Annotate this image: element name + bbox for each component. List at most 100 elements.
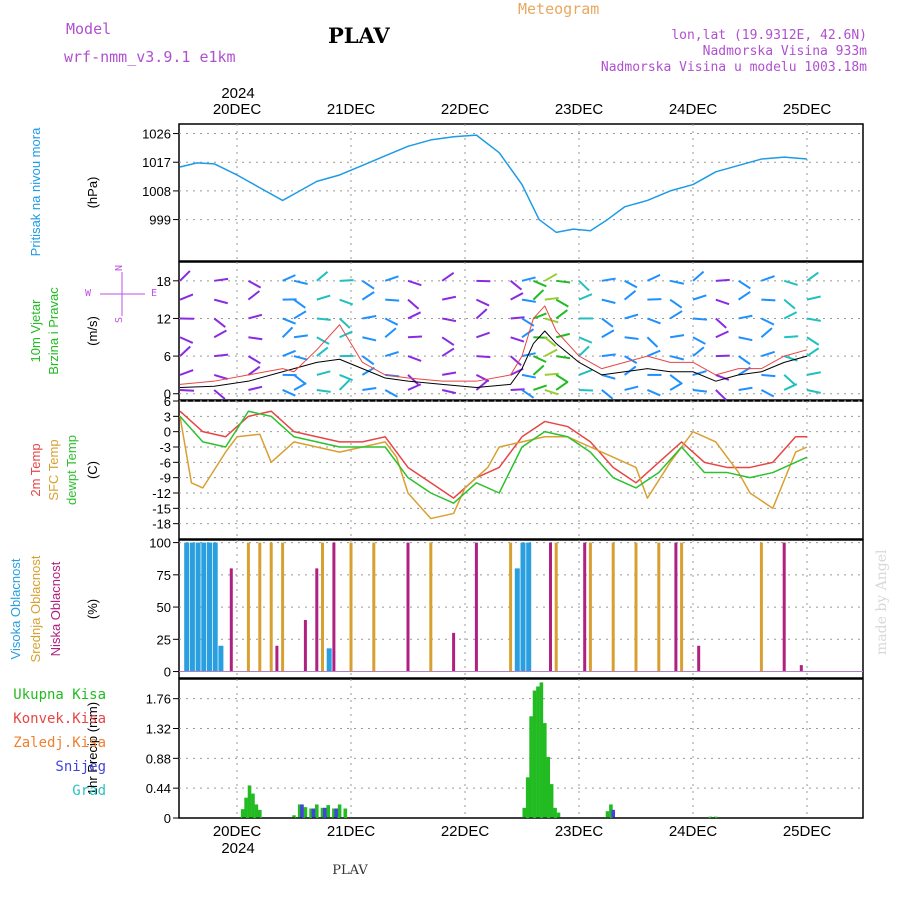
wind-speed-line	[179, 330, 808, 388]
wind-arrow	[738, 386, 753, 391]
wind-arrow	[248, 336, 263, 341]
dewpt-label: dewpt Temp	[64, 435, 79, 505]
precip-bar	[303, 807, 308, 818]
wind-arrow	[338, 379, 351, 391]
wind-arrow	[248, 385, 263, 391]
wind-arrow	[475, 298, 490, 307]
wind-arrow	[624, 355, 638, 364]
precip-bar	[543, 723, 547, 818]
cloud-bar-2	[549, 542, 552, 672]
wind-arrow	[555, 332, 571, 339]
wind-arrow	[475, 308, 488, 320]
wind-arrow	[361, 355, 375, 366]
wind-arrow	[761, 373, 776, 378]
wind-arrow	[715, 298, 730, 306]
wind-arrow	[544, 389, 559, 396]
wind-arrow	[806, 347, 820, 357]
precip-bar	[605, 811, 610, 818]
wind-arrow	[624, 385, 639, 391]
wind-arrow	[544, 296, 559, 301]
cloud-bar-0	[218, 645, 224, 672]
precip-bar	[251, 793, 255, 818]
cloud-bar-0	[520, 542, 526, 672]
top-year-label: 2024	[221, 85, 254, 102]
wind-arrow	[521, 373, 536, 379]
wind-arrow	[361, 279, 375, 290]
precip-bar	[553, 807, 557, 818]
wind-arrow	[384, 327, 397, 339]
compass-s: S	[114, 317, 125, 323]
cloud-bar-1	[269, 542, 273, 672]
precip-bar	[258, 809, 262, 818]
precip-bar	[714, 816, 718, 818]
plot-layer: 999100810171026(hPa)061218(m/s)-18-15-12…	[8, 101, 864, 840]
wind-arrow	[738, 336, 753, 342]
wind-arrow	[646, 273, 661, 282]
wind-arrow	[692, 270, 705, 282]
wind-arrow	[521, 328, 535, 339]
wind-arrow	[669, 298, 683, 309]
wind-arrow	[715, 330, 729, 339]
wind-arrow	[761, 350, 776, 358]
cloud-bar-2	[583, 542, 587, 672]
wind-arrow	[624, 279, 638, 289]
wind-arrow	[362, 315, 377, 320]
cloud-bar-0	[184, 542, 190, 672]
wind-arrow	[247, 355, 261, 365]
cloud-bar-2	[452, 632, 456, 672]
cloud-bar-0	[212, 542, 218, 672]
wind-arrow	[555, 298, 569, 308]
precip-legend-1: Konvek.Kisa	[13, 711, 106, 727]
wind-arrow	[510, 292, 524, 301]
wind-arrow	[715, 317, 727, 329]
wind-arrow	[407, 279, 422, 287]
panel-frame-cloud	[178, 539, 864, 679]
y-tick-label: 18	[157, 274, 171, 289]
y-tick-label: -15	[152, 501, 171, 516]
precip-bar	[297, 804, 302, 818]
wind-arrow	[783, 374, 796, 386]
wind-arrow	[247, 290, 261, 301]
wind-gust-line	[179, 305, 808, 385]
y-tick-label: 999	[149, 213, 171, 228]
y-tick-label: 75	[157, 568, 171, 583]
bottom-day-label: 22DEC	[441, 823, 490, 840]
wind-arrow	[556, 355, 571, 360]
precip-bar	[525, 777, 530, 818]
panel-frame-precip	[178, 678, 864, 819]
wind-arrow	[316, 271, 329, 282]
cloud-bar-0	[326, 648, 332, 672]
bottom-day-label: 21DEC	[327, 823, 376, 840]
wind-arrow	[669, 279, 685, 285]
y-tick-label: 0.88	[146, 751, 171, 766]
wind-arrow	[510, 336, 525, 343]
wind-arrow	[179, 388, 195, 392]
wind-arrow	[544, 348, 558, 357]
panel-frame-wind	[178, 261, 864, 401]
wind-arrow	[248, 313, 263, 320]
wind-arrow	[669, 310, 683, 320]
wind-arrow	[601, 353, 616, 358]
wind-arrow	[179, 345, 191, 357]
wind-arrow	[509, 280, 523, 291]
low-cloud-label: Niska Oblacnost	[48, 561, 63, 656]
wind-arrow	[521, 389, 535, 399]
wind-arrow	[407, 374, 419, 386]
wind-arrow	[384, 389, 398, 398]
cloud-bar-1	[258, 542, 262, 672]
pressure-line	[179, 134, 808, 234]
wind-arrow	[282, 349, 296, 358]
wind-arrow	[578, 280, 590, 292]
wind-arrow	[282, 274, 296, 282]
bottom-day-label: 23DEC	[555, 823, 604, 840]
wind-arrow	[738, 314, 753, 320]
wind-arrow	[692, 336, 706, 345]
wind-arrow	[578, 336, 593, 344]
cloud-bar-2	[229, 568, 233, 672]
cloud-bar-2	[315, 568, 319, 672]
wind-arrow	[669, 382, 683, 391]
cloud-bar-0	[526, 542, 532, 672]
footer-station: PLAV	[332, 863, 368, 878]
wind-arrow	[533, 312, 547, 320]
wind-arrow	[362, 387, 377, 391]
